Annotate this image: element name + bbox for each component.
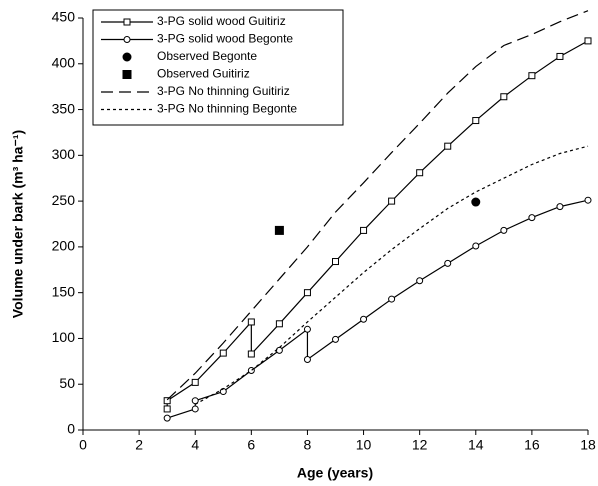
marker bbox=[360, 226, 368, 234]
y-tick-label: 450 bbox=[52, 9, 76, 25]
marker bbox=[584, 196, 592, 204]
x-tick-label: 10 bbox=[356, 437, 372, 453]
marker bbox=[584, 37, 592, 45]
x-tick-label: 16 bbox=[524, 437, 540, 453]
x-tick-label: 2 bbox=[135, 437, 143, 453]
x-tick-label: 4 bbox=[191, 437, 199, 453]
marker bbox=[247, 350, 255, 358]
x-tick-label: 12 bbox=[412, 437, 428, 453]
marker bbox=[528, 214, 536, 222]
y-tick-label: 400 bbox=[52, 54, 76, 70]
marker bbox=[191, 405, 199, 413]
legend-label: 3-PG No thinning Guitiriz bbox=[157, 84, 290, 98]
marker bbox=[471, 197, 481, 207]
y-tick-label: 150 bbox=[52, 283, 76, 299]
marker bbox=[275, 320, 283, 328]
marker bbox=[123, 36, 131, 43]
legend-label: Observed Begonte bbox=[157, 49, 257, 63]
legend-label: 3-PG solid wood Begonte bbox=[157, 32, 293, 46]
marker bbox=[416, 169, 424, 177]
marker bbox=[360, 315, 368, 323]
series-line bbox=[166, 40, 589, 409]
legend-label: 3-PG No thinning Begonte bbox=[157, 102, 297, 116]
series-line bbox=[194, 145, 589, 405]
legend-label: 3-PG solid wood Guitiriz bbox=[157, 14, 286, 28]
marker bbox=[472, 242, 480, 250]
marker bbox=[472, 117, 480, 125]
legend-box bbox=[92, 9, 344, 126]
marker bbox=[332, 258, 339, 266]
marker bbox=[388, 197, 396, 205]
marker bbox=[163, 414, 171, 422]
marker bbox=[388, 295, 396, 303]
series-line bbox=[166, 199, 589, 419]
marker bbox=[123, 18, 131, 26]
series-line bbox=[166, 10, 589, 401]
y-tick-label: 100 bbox=[52, 329, 76, 345]
x-tick-label: 6 bbox=[247, 437, 255, 453]
marker bbox=[500, 226, 508, 234]
y-tick-label: 200 bbox=[52, 238, 76, 254]
marker bbox=[191, 378, 199, 386]
y-tick-label: 300 bbox=[52, 146, 76, 162]
marker bbox=[122, 70, 132, 79]
x-tick-label: 0 bbox=[79, 437, 87, 453]
marker bbox=[444, 259, 452, 267]
y-tick-label: 0 bbox=[67, 421, 75, 437]
marker bbox=[556, 203, 564, 211]
marker bbox=[303, 289, 311, 297]
marker bbox=[500, 93, 508, 101]
x-tick-label: 14 bbox=[468, 437, 484, 453]
marker bbox=[247, 318, 255, 326]
marker bbox=[303, 356, 311, 364]
x-axis-label: Age (years) bbox=[297, 465, 373, 481]
marker bbox=[332, 335, 339, 343]
x-tick-label: 8 bbox=[304, 437, 312, 453]
y-tick-label: 250 bbox=[52, 192, 76, 208]
marker bbox=[163, 405, 171, 413]
y-tick-label: 50 bbox=[59, 375, 75, 391]
marker bbox=[163, 397, 171, 405]
y-axis-label: Volume under bark (m³ ha⁻¹) bbox=[10, 130, 26, 318]
legend-label: Observed Guitiriz bbox=[157, 67, 250, 81]
marker bbox=[416, 277, 424, 285]
marker bbox=[303, 325, 311, 333]
y-tick-label: 350 bbox=[52, 100, 76, 116]
marker bbox=[275, 346, 283, 354]
marker bbox=[556, 52, 564, 60]
marker bbox=[444, 142, 452, 150]
x-tick-label: 18 bbox=[580, 437, 596, 453]
marker bbox=[528, 72, 536, 80]
marker bbox=[219, 349, 227, 357]
marker bbox=[122, 52, 132, 62]
marker bbox=[274, 225, 284, 235]
